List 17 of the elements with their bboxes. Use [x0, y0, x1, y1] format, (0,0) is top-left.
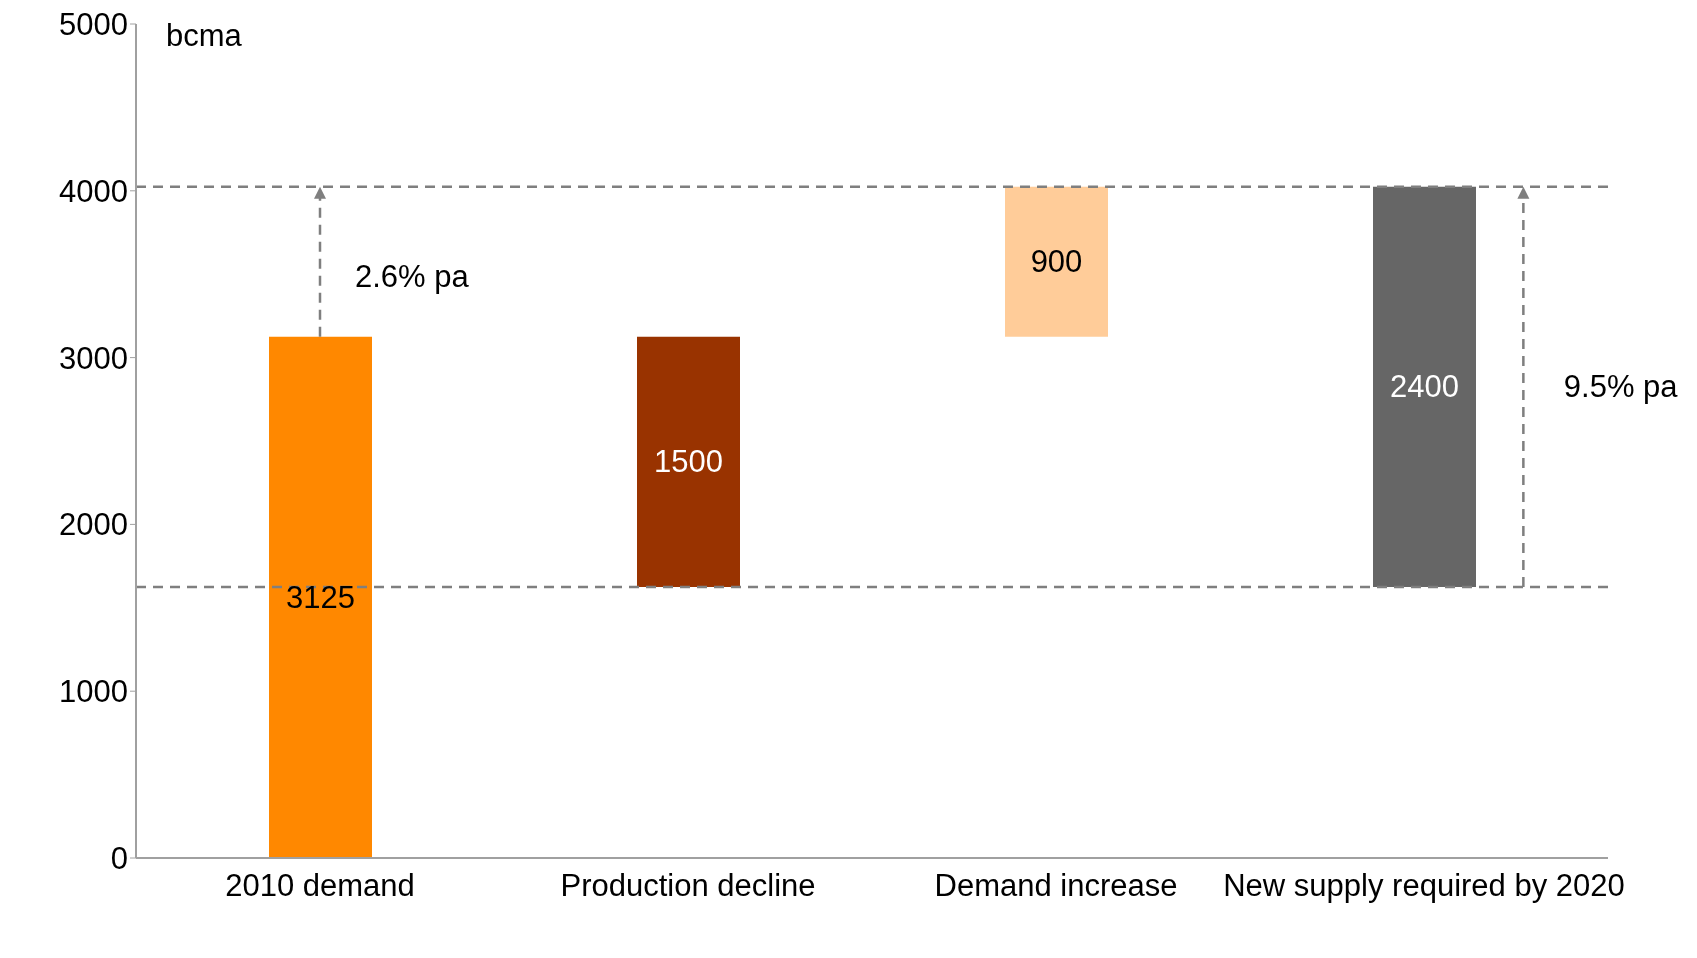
- y-tick-label: 5000: [59, 7, 128, 43]
- data-label: 1500: [654, 444, 723, 480]
- x-tick-label: Production decline: [560, 868, 816, 904]
- x-tick-label: Demand increase: [934, 868, 1178, 904]
- y-tick-label: 0: [110, 841, 128, 877]
- data-label: 2400: [1390, 369, 1459, 405]
- y-tick-label: 3000: [59, 340, 128, 376]
- y-tick-label: 1000: [59, 674, 128, 710]
- x-tick-label: 2010 demand: [225, 868, 415, 904]
- x-tick-label: New supply required by 2020: [1223, 868, 1625, 904]
- data-label: 900: [1030, 244, 1083, 280]
- y-tick-label: 4000: [59, 173, 128, 209]
- annotation: 9.5% pa: [1563, 369, 1679, 405]
- y-tick-label: 2000: [59, 507, 128, 543]
- annotation: 2.6% pa: [355, 259, 470, 295]
- data-label: 3125: [286, 579, 355, 615]
- y-axis-title: bcma: [166, 18, 243, 53]
